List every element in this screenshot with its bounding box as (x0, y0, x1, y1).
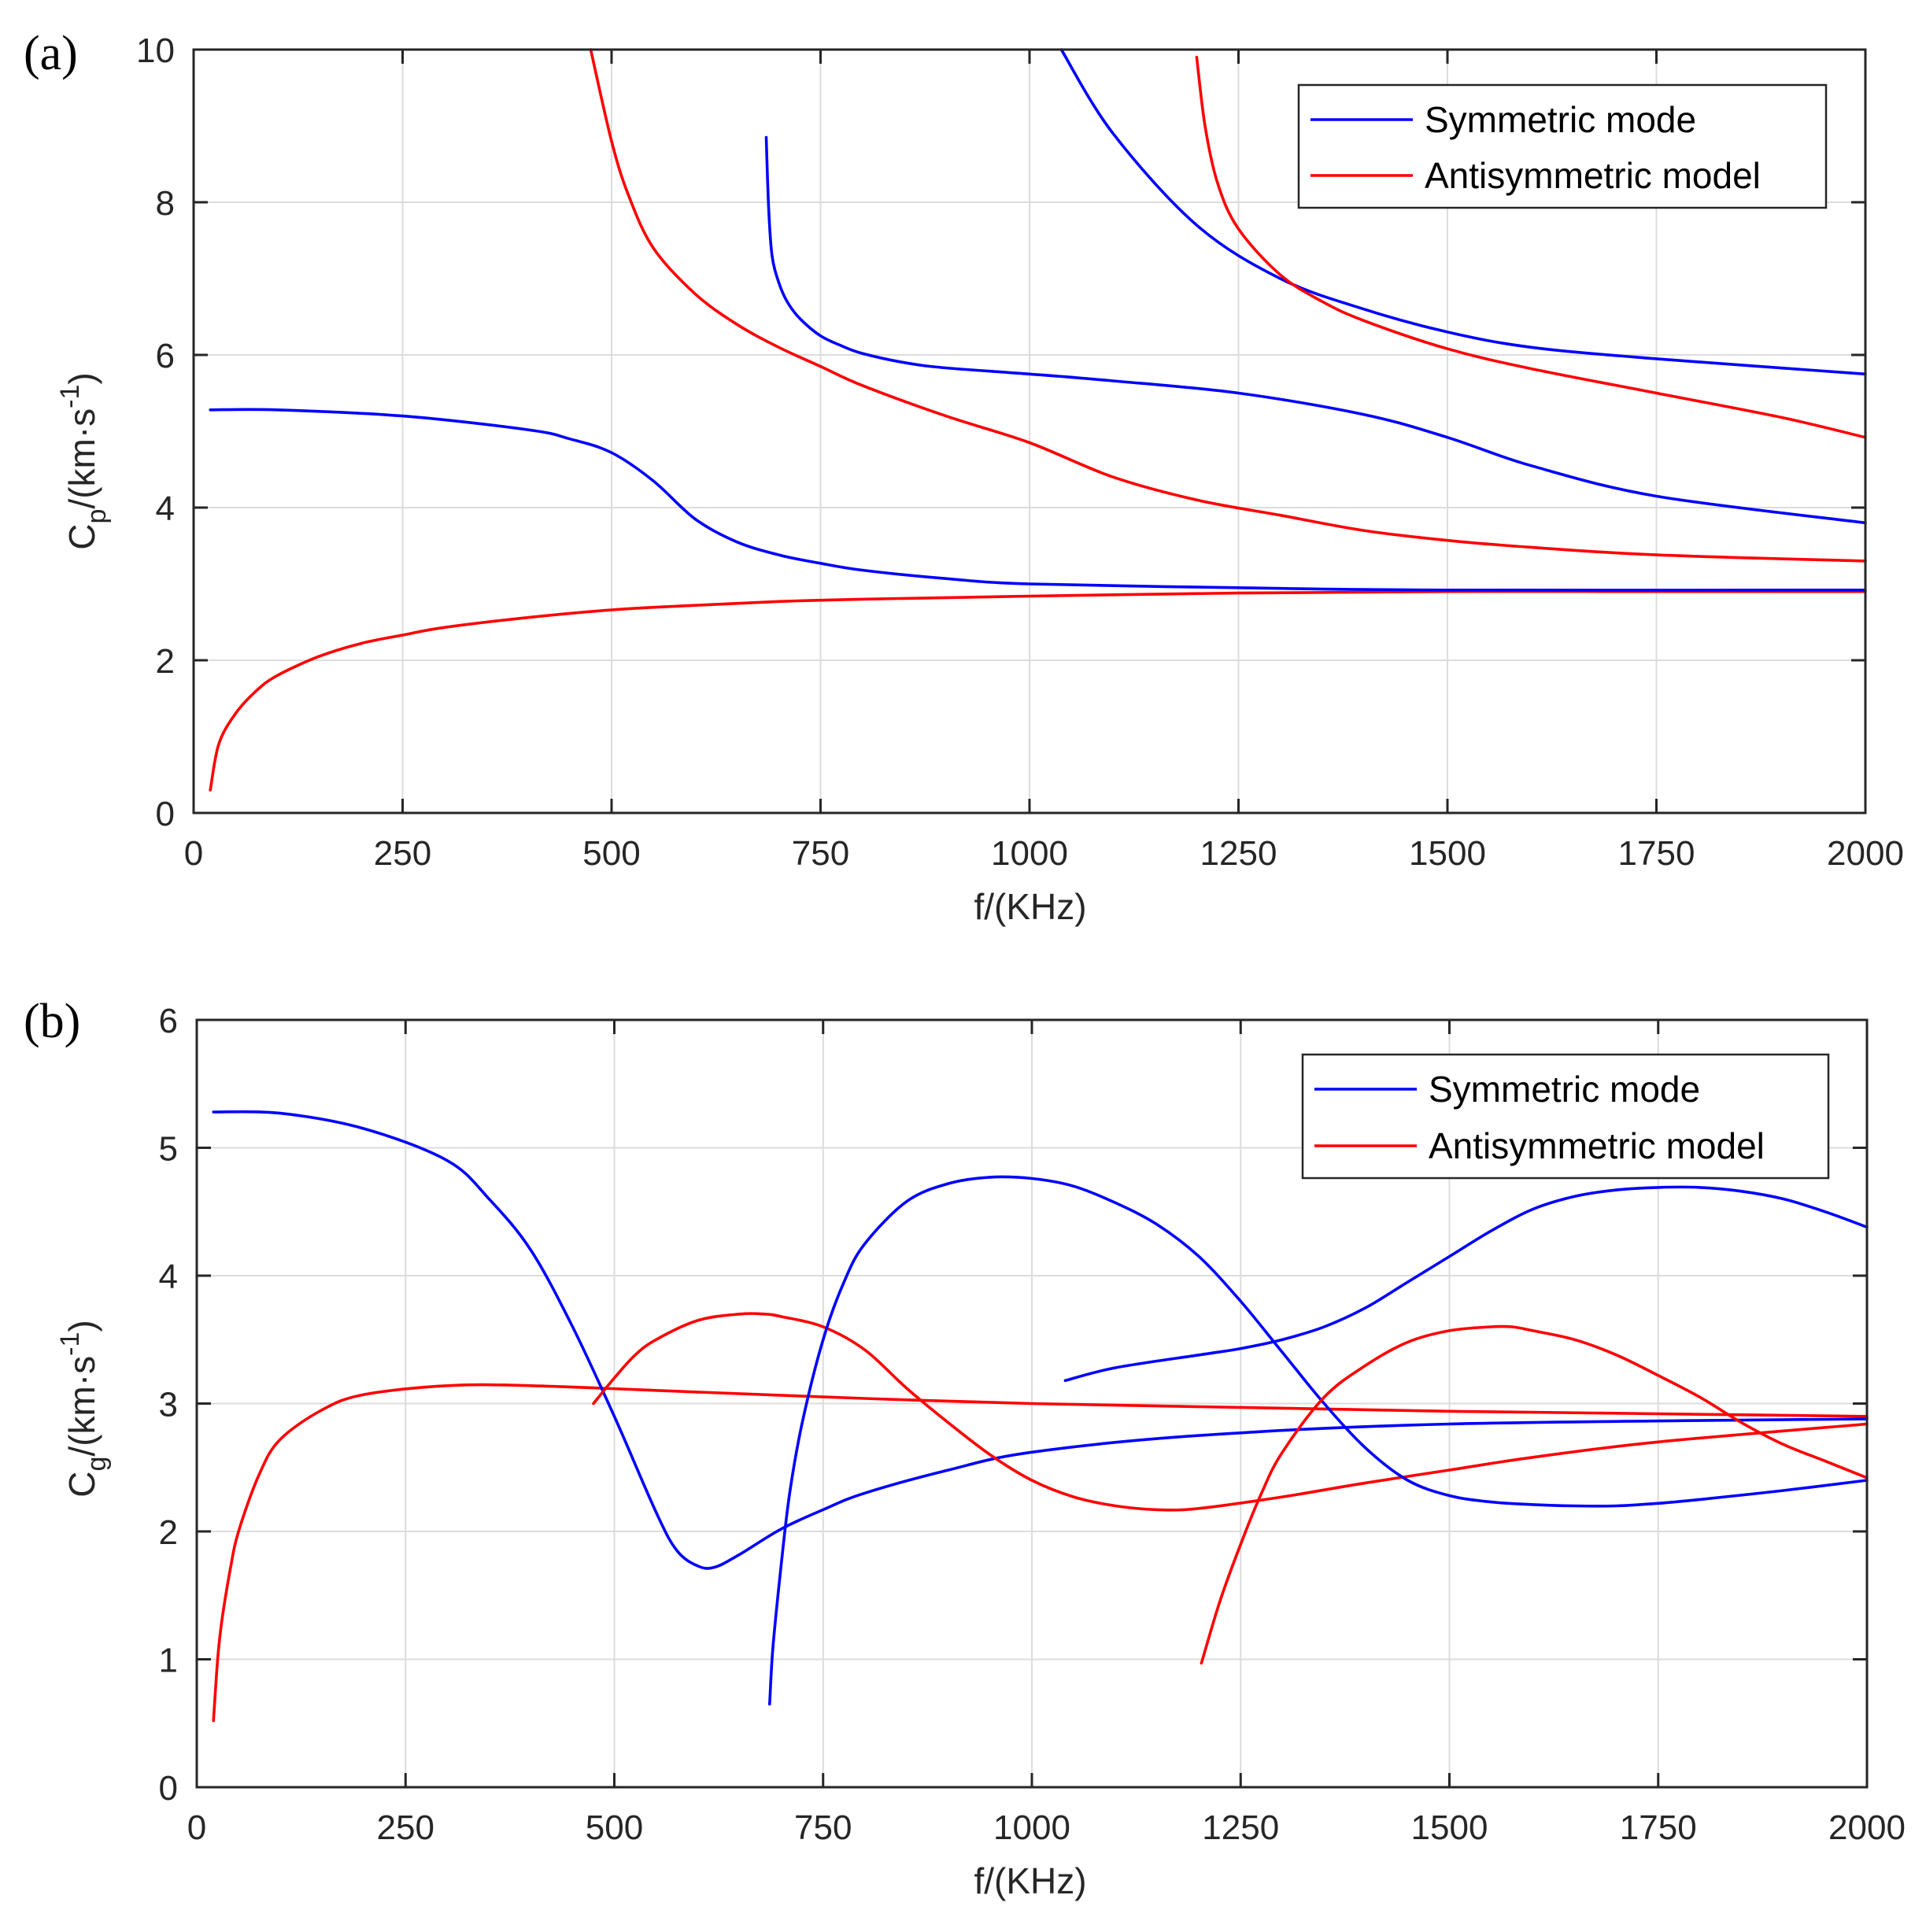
y-axis-label-sub-b: g (82, 1457, 112, 1472)
series-line-antisymmetric-3-b (592, 1312, 1869, 1512)
series-line-symmetric-2-a (209, 408, 1867, 592)
x-tick-label-750-b: 750 (794, 1808, 852, 1847)
legend-label-symmetric-a: Symmetric mode (1425, 99, 1696, 140)
y-axis-label-base-a: C (61, 524, 102, 550)
y-tick-label-5-b: 5 (159, 1130, 178, 1169)
x-tick-label-1750-b: 1750 (1620, 1808, 1697, 1847)
x-tick-label-1250-b: 1250 (1202, 1808, 1279, 1847)
legend-box-a (1297, 83, 1828, 209)
x-axis-label-b: f/(KHz) (974, 1860, 1086, 1901)
y-axis-label-rest-a: /(km·s (61, 408, 102, 509)
y-axis-label-b: Cg/(km·s-1) (55, 1320, 112, 1497)
y-tick-label-1-b: 1 (159, 1642, 178, 1680)
series-line-antisymmetric-1-a (209, 589, 1867, 792)
x-axis-label-a: f/(KHz) (974, 886, 1086, 927)
y-axis-label-sup-b: -1 (55, 1332, 85, 1356)
x-tick-label-1000-a: 1000 (991, 834, 1068, 873)
y-axis-label-close-b: ) (61, 1320, 102, 1332)
y-tick-label-3-b: 3 (159, 1386, 178, 1424)
series-line-symmetric-4-b (768, 1175, 1869, 1706)
series-line-symmetric-2-b (212, 1110, 1869, 1570)
legend-b: Symmetric mode Antisymmetric model (1301, 1053, 1830, 1180)
panel-label-b: (b) (24, 995, 80, 1048)
y-axis-label-a: Cp/(km·s-1) (55, 372, 112, 549)
series-line-symmetric-5-a (1059, 48, 1867, 376)
y-axis-label-sup-a: -1 (55, 385, 85, 408)
x-tick-label-250-b: 250 (377, 1808, 434, 1847)
x-tick-label-1250-a: 1250 (1200, 834, 1277, 873)
y-axis-label-sub-a: p (82, 509, 112, 524)
y-tick-label-6-b: 6 (159, 1002, 178, 1040)
series-line-symmetric-5-b (1063, 1185, 1869, 1383)
x-tick-label-1750-a: 1750 (1618, 834, 1695, 873)
y-tick-label-2-a: 2 (156, 642, 175, 681)
x-tick-label-0-a: 0 (184, 834, 203, 873)
legend-a: Symmetric mode Antisymmetric model (1297, 83, 1828, 209)
y-axis-label-base-b: C (61, 1472, 102, 1498)
y-axis-label-close-a: ) (61, 372, 102, 384)
x-tick-labels-a: 0 250 500 750 1000 1250 1500 1750 2000 (184, 834, 1904, 873)
plot-lines-a (209, 48, 1867, 792)
chart-panel-a: (a) 0 250 500 750 1000 1250 1500 1750 2000 0 2 4 6 8… (24, 27, 1904, 927)
x-tick-label-2000-b: 2000 (1828, 1808, 1906, 1847)
x-tick-label-500-a: 500 (582, 834, 640, 873)
x-tick-label-1000-b: 1000 (993, 1808, 1070, 1847)
series-line-antisymmetric-3-a (589, 48, 1867, 563)
y-tick-label-6-a: 6 (156, 337, 175, 375)
x-tick-label-0-b: 0 (187, 1808, 206, 1847)
x-tick-label-1500-a: 1500 (1409, 834, 1486, 873)
y-axis-label-rest-b: /(km·s (61, 1356, 102, 1457)
x-tick-label-2000-a: 2000 (1827, 834, 1904, 873)
plot-lines-b (212, 1110, 1869, 1723)
x-tick-label-250-a: 250 (374, 834, 431, 873)
y-tick-label-10-a: 10 (136, 31, 175, 70)
series-line-antisymmetric-6-b (1200, 1324, 1869, 1665)
y-tick-labels-b: 0 1 2 3 4 5 6 (159, 1002, 178, 1808)
y-tick-label-4-b: 4 (159, 1258, 178, 1296)
x-tick-label-750-a: 750 (792, 834, 849, 873)
legend-label-antisymmetric-b: Antisymmetric model (1429, 1125, 1765, 1166)
y-tick-label-8-a: 8 (156, 184, 175, 223)
legend-label-antisymmetric-a: Antisymmetric model (1425, 155, 1761, 196)
series-line-antisymmetric-6-a (1195, 55, 1867, 439)
y-tick-labels-a: 0 2 4 6 8 10 (136, 31, 175, 833)
series-line-symmetric-4-a (764, 135, 1867, 525)
x-tick-labels-b: 0 250 500 750 1000 1250 1500 1750 2000 (187, 1808, 1906, 1847)
panel-label-a: (a) (24, 27, 78, 80)
ticks-a (192, 48, 1867, 815)
ticks-b (195, 1018, 1869, 1789)
y-tick-label-0-b: 0 (159, 1769, 178, 1808)
chart-panel-b: (b) 0 250 500 750 1000 1250 1500 1750 2000 0 1 2 3 4… (24, 995, 1906, 1901)
series-line-antisymmetric-1-b (212, 1383, 1869, 1723)
legend-label-symmetric-b: Symmetric mode (1429, 1069, 1700, 1110)
y-tick-label-0-a: 0 (156, 795, 175, 833)
y-tick-label-4-a: 4 (156, 489, 175, 528)
legend-box-b (1301, 1053, 1830, 1180)
x-tick-label-500-b: 500 (586, 1808, 643, 1847)
x-tick-label-1500-b: 1500 (1411, 1808, 1488, 1847)
y-tick-label-2-b: 2 (159, 1513, 178, 1552)
